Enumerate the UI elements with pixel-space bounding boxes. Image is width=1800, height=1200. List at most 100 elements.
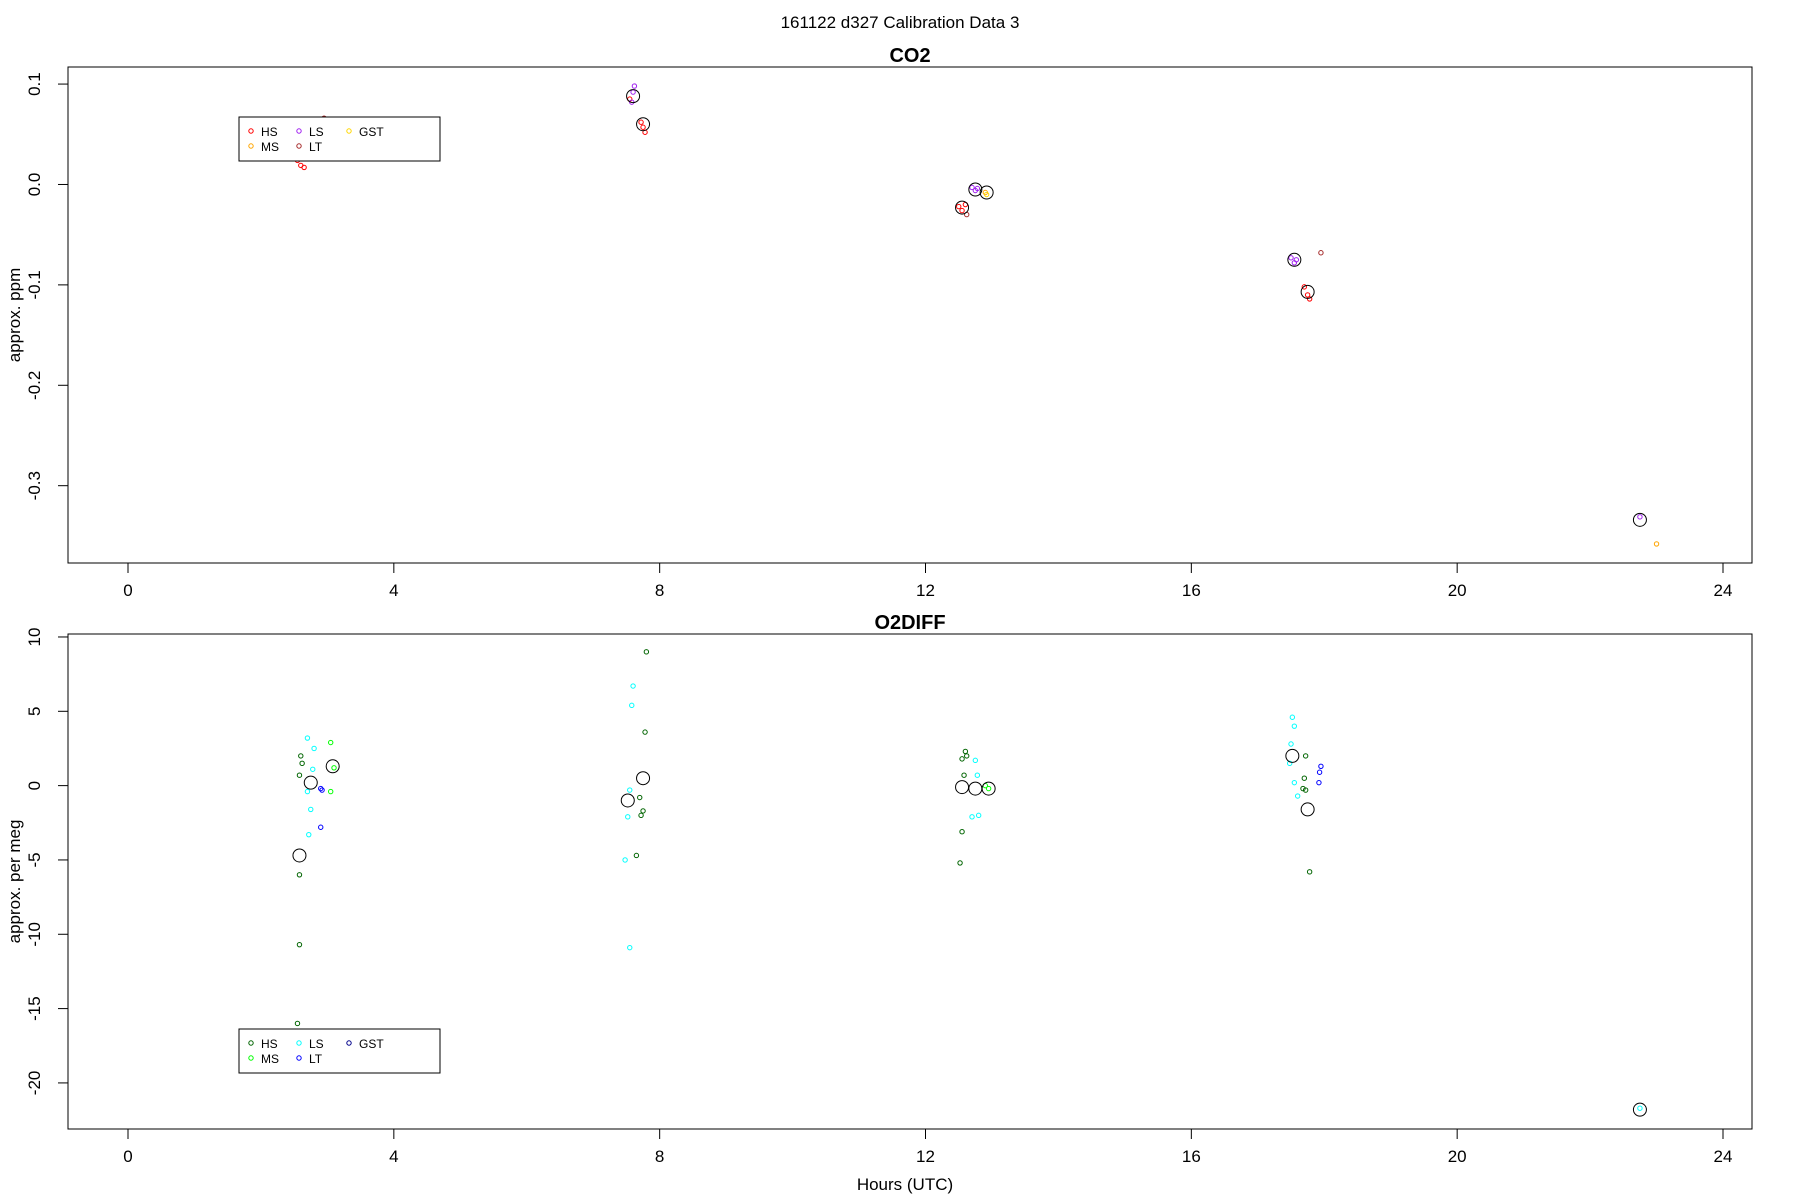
o2diff-y-tick-label: -5: [25, 852, 44, 867]
o2diff-x-tick-label: 24: [1714, 1147, 1733, 1166]
o2diff-axes: 0 4 8 12 16 20 24 10 5 0 -5 -10 -15 -20: [25, 628, 1732, 1166]
o2diff-data-point: [638, 812, 644, 819]
o2diff-mean-marker: [981, 781, 996, 796]
o2diff-legend-marker: [346, 1040, 352, 1046]
o2diff-data-point: [1316, 779, 1322, 786]
o2diff-data-point: [972, 757, 979, 764]
co2-mean-marker: [955, 200, 970, 215]
x-axis-label: Hours (UTC): [857, 1175, 953, 1194]
o2diff-mean-marker: [1632, 1102, 1647, 1117]
o2diff-y-tick-label: 0: [25, 781, 44, 790]
o2diff-data-point: [962, 748, 969, 755]
o2diff-data-point: [1301, 775, 1308, 781]
co2-y-axis-label: approx. ppm: [5, 268, 24, 363]
co2-axes: 0 4 8 12 16 20 24 0.1 0.0 -0.1 -0.2 -0.3: [25, 72, 1732, 600]
co2-data-point: [1293, 257, 1300, 263]
co2-y-tick-label: 0.1: [25, 72, 44, 96]
co2-data-point: [1653, 541, 1660, 547]
co2-legend-label: HS: [261, 125, 278, 139]
o2diff-data-point: [643, 649, 650, 655]
co2-data-point: [956, 203, 962, 210]
o2diff-data-point: [642, 729, 648, 735]
o2diff-data-point: [298, 753, 304, 759]
o2diff-data-point: [304, 788, 311, 795]
co2-data-point: [630, 89, 636, 95]
o2diff-y-tick-label: -15: [25, 996, 44, 1021]
o2diff-data-point: [1286, 760, 1293, 767]
o2diff-legend-label: MS: [261, 1052, 279, 1066]
o2diff-legend-marker: [296, 1055, 302, 1061]
o2diff-data-point: [622, 857, 628, 863]
o2diff-mean-marker: [325, 759, 340, 774]
co2-data-point: [983, 191, 990, 198]
co2-mean-marker: [968, 182, 983, 197]
o2diff-data-point: [627, 787, 633, 793]
co2-legend-label: GST: [359, 125, 384, 139]
o2diff-data-point: [318, 785, 324, 792]
o2diff-x-tick-label: 20: [1448, 1147, 1467, 1166]
o2diff-data-point: [957, 860, 963, 866]
o2diff-x-tick-label: 12: [916, 1147, 935, 1166]
o2diff-x-tick-label: 16: [1182, 1147, 1201, 1166]
o2diff-legend-box: [238, 1028, 441, 1074]
o2diff-x-tick-label: 8: [655, 1147, 664, 1166]
co2-data-point: [638, 119, 644, 125]
o2diff-data-point: [1291, 779, 1298, 786]
co2-y-tick-label: -0.1: [25, 270, 44, 299]
o2diff-mean-marker: [1285, 748, 1300, 763]
o2diff-data-point: [294, 1020, 301, 1027]
co2-data-point: [1637, 514, 1643, 520]
o2diff-mean-marker: [636, 771, 651, 786]
co2-x-tick-label: 12: [916, 581, 935, 600]
o2diff-y-tick-label: -20: [25, 1071, 44, 1096]
o2diff-y-tick-label: 10: [25, 628, 44, 647]
o2diff-data-point: [311, 745, 317, 752]
o2diff-legend-label: LT: [309, 1052, 323, 1066]
o2diff-data-point: [629, 702, 635, 709]
co2-data-point: [959, 207, 965, 214]
co2-legend-marker: [296, 143, 302, 149]
o2diff-data-point: [296, 872, 303, 878]
o2diff-y-tick-label: -10: [25, 922, 44, 947]
o2diff-data-point: [310, 766, 316, 772]
o2diff-data-points: [294, 649, 1643, 1111]
o2diff-y-tick-label: 5: [25, 707, 44, 716]
co2-legend-marker: [346, 128, 352, 134]
o2diff-data-point: [630, 683, 636, 689]
co2-x-tick-label: 24: [1714, 581, 1733, 600]
co2-x-tick-label: 0: [123, 581, 132, 600]
o2diff-data-point: [318, 824, 324, 830]
o2diff-data-point: [1300, 785, 1306, 792]
o2diff-data-point: [1637, 1105, 1643, 1111]
o2diff-mean-marker: [955, 780, 970, 795]
o2diff-data-point: [1318, 763, 1324, 769]
o2diff-data-point: [640, 808, 646, 814]
co2-x-tick-label: 20: [1448, 581, 1467, 600]
o2diff-panel: O2DIFF approx. per meg 0 4 8 12 16 20 24 10 5 0 -5…: [5, 612, 1753, 1166]
o2diff-legend-marker: [248, 1055, 254, 1061]
o2diff-mean-marker: [1300, 802, 1315, 817]
o2diff-mean-marker: [303, 775, 318, 790]
co2-y-tick-label: -0.3: [25, 471, 44, 500]
o2diff-panel-title: O2DIFF: [874, 612, 945, 634]
co2-data-point: [969, 184, 975, 191]
co2-data-point: [1301, 284, 1308, 290]
o2diff-mean-markers: [292, 748, 1647, 1117]
co2-legend-label: LS: [309, 125, 324, 139]
o2diff-x-tick-label: 4: [389, 1147, 398, 1166]
o2diff-legend-label: HS: [261, 1037, 278, 1051]
o2diff-data-point: [959, 829, 965, 835]
o2diff-data-point: [1302, 787, 1309, 793]
co2-data-point: [301, 164, 307, 171]
figure-title: 161122 d327 Calibration Data 3: [781, 13, 1020, 32]
o2diff-data-point: [327, 739, 334, 746]
co2-data-point: [1306, 296, 1313, 302]
o2diff-data-point: [959, 756, 965, 762]
co2-data-point: [631, 83, 638, 89]
co2-data-point: [1318, 250, 1324, 256]
o2diff-data-point: [1291, 723, 1298, 729]
o2diff-mean-marker: [620, 793, 635, 808]
co2-mean-marker: [636, 117, 651, 132]
